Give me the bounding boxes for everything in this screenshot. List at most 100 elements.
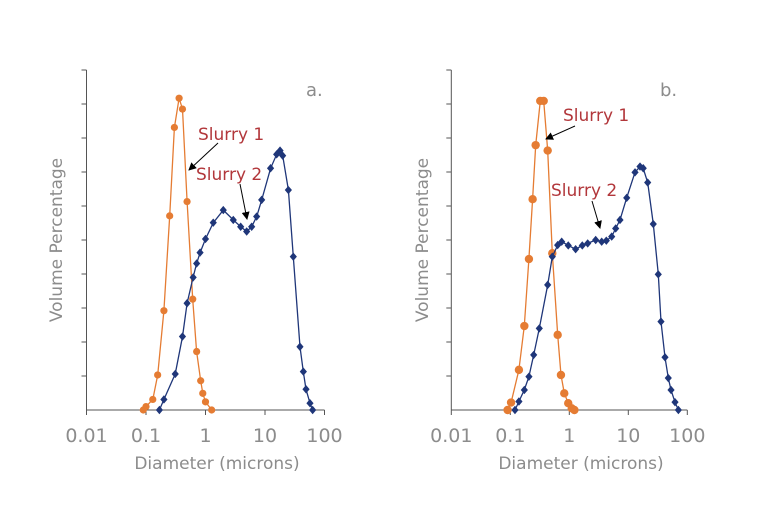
data-point bbox=[535, 324, 543, 333]
annotation-label: Slurry 1 bbox=[563, 106, 629, 126]
data-point bbox=[229, 215, 237, 225]
annotation-arrow bbox=[591, 200, 602, 229]
data-point bbox=[253, 212, 261, 221]
data-point bbox=[193, 347, 201, 356]
data-point bbox=[511, 405, 519, 415]
annotation-label: Slurry 2 bbox=[196, 165, 262, 185]
series-line bbox=[158, 149, 314, 411]
data-point bbox=[654, 270, 662, 279]
annotation-label: Slurry 2 bbox=[551, 181, 617, 201]
data-point bbox=[243, 227, 251, 236]
data-point bbox=[154, 371, 162, 379]
data-point bbox=[279, 151, 287, 160]
data-point bbox=[539, 96, 548, 106]
data-point bbox=[631, 168, 639, 177]
data-point bbox=[530, 350, 538, 360]
data-point bbox=[578, 241, 586, 250]
data-point bbox=[178, 105, 187, 113]
data-point bbox=[273, 150, 281, 159]
data-point bbox=[289, 252, 297, 261]
data-point bbox=[189, 273, 197, 282]
series-slurry-1 bbox=[503, 96, 579, 415]
data-point bbox=[608, 232, 616, 241]
chart-panel-a: 0.01 0.1 1 10 100 Diameter (microns) Volume Pe… bbox=[47, 69, 343, 474]
data-point bbox=[612, 224, 620, 233]
data-point bbox=[636, 162, 644, 171]
data-point bbox=[208, 406, 216, 414]
data-point bbox=[149, 395, 157, 404]
data-point bbox=[302, 385, 310, 394]
data-point bbox=[661, 353, 669, 362]
annotation-arrow bbox=[188, 142, 219, 171]
data-point bbox=[189, 295, 197, 303]
data-point bbox=[237, 222, 245, 231]
data-point bbox=[570, 405, 579, 415]
data-point bbox=[515, 397, 523, 406]
series-line bbox=[514, 165, 679, 411]
data-point bbox=[560, 389, 569, 398]
data-point bbox=[299, 367, 307, 376]
data-point bbox=[506, 398, 516, 407]
data-point bbox=[671, 397, 679, 407]
data-point bbox=[201, 234, 210, 244]
data-point bbox=[639, 164, 647, 173]
data-point bbox=[572, 244, 580, 254]
x-tick-label: 100 bbox=[669, 425, 705, 447]
y-axis-title: Volume Percentage bbox=[413, 158, 433, 322]
x-tick-label: 10 bbox=[616, 425, 640, 447]
data-point bbox=[558, 237, 566, 246]
series-line bbox=[142, 98, 213, 411]
data-point bbox=[142, 403, 150, 411]
data-point bbox=[553, 330, 562, 340]
watermark-logo bbox=[760, 504, 765, 519]
series-line bbox=[507, 100, 575, 411]
data-point bbox=[644, 178, 652, 187]
series-slurry-2 bbox=[155, 146, 317, 415]
data-point bbox=[201, 398, 210, 406]
data-point bbox=[528, 195, 537, 204]
data-point bbox=[524, 254, 534, 264]
data-point bbox=[664, 373, 672, 383]
data-point bbox=[554, 240, 562, 250]
annotation-arrow bbox=[545, 125, 576, 140]
data-point bbox=[183, 197, 191, 206]
data-point bbox=[657, 317, 665, 326]
series-slurry-1 bbox=[139, 94, 216, 414]
data-point bbox=[166, 212, 174, 220]
data-point bbox=[209, 218, 217, 227]
data-point bbox=[183, 299, 191, 308]
data-point bbox=[520, 321, 529, 331]
data-point bbox=[196, 248, 204, 257]
x-tick-label: 0.01 bbox=[65, 425, 107, 447]
data-point bbox=[544, 280, 552, 290]
data-point bbox=[160, 307, 168, 315]
data-point bbox=[667, 385, 675, 395]
data-point bbox=[199, 389, 207, 397]
data-point bbox=[171, 369, 179, 379]
data-point bbox=[175, 94, 183, 102]
data-point bbox=[531, 140, 540, 150]
data-point bbox=[309, 405, 317, 415]
data-point bbox=[197, 377, 205, 385]
x-tick-label: 0.1 bbox=[131, 425, 161, 447]
data-point bbox=[584, 239, 592, 248]
chart-panel-b: 0.01 0.1 1 10 100 Diameter (microns) Volume Pe… bbox=[413, 69, 705, 474]
x-tick-label: 10 bbox=[253, 425, 277, 447]
x-axis-title: Diameter (microns) bbox=[134, 454, 299, 474]
data-point bbox=[193, 259, 201, 268]
panel-label: b. bbox=[660, 80, 677, 101]
data-point bbox=[160, 395, 168, 404]
data-point bbox=[266, 164, 275, 173]
data-point bbox=[602, 236, 610, 245]
data-point bbox=[178, 332, 187, 341]
x-axis-title: Diameter (microns) bbox=[498, 454, 663, 474]
panel-label: a. bbox=[306, 80, 323, 101]
data-point bbox=[598, 237, 606, 246]
data-point bbox=[170, 123, 178, 132]
data-point bbox=[306, 399, 314, 408]
data-point bbox=[284, 185, 292, 195]
data-point bbox=[503, 405, 512, 415]
data-point bbox=[649, 219, 657, 229]
data-point bbox=[248, 222, 256, 231]
